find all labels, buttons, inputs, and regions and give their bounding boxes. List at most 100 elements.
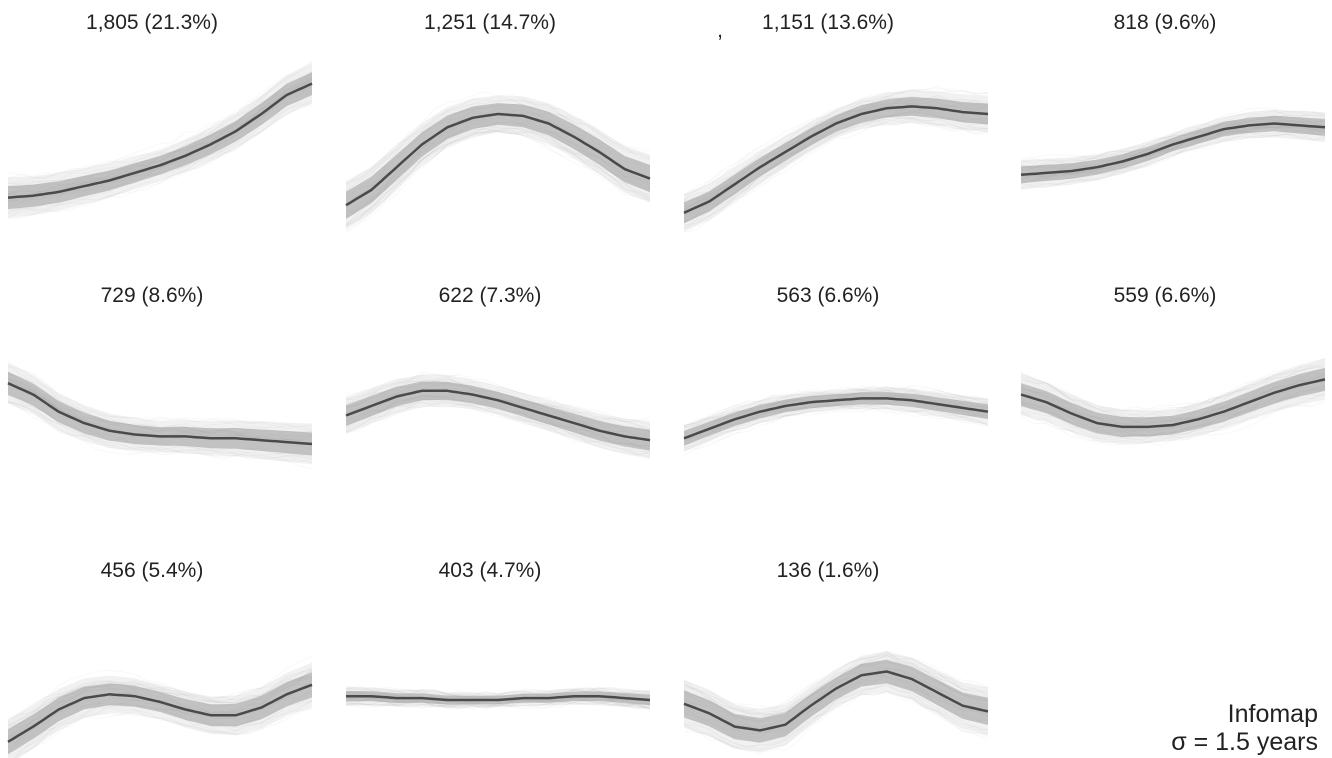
- member-trajectory: [13, 699, 313, 758]
- member-trajectory: [7, 61, 313, 180]
- member-trajectory: [345, 121, 651, 227]
- member-trajectory: [683, 386, 989, 426]
- member-trajectory: [345, 378, 651, 431]
- member-trajectory: [7, 91, 313, 213]
- member-trajectory: [1020, 132, 1326, 187]
- member-trajectory: [7, 669, 313, 725]
- member-trajectory: [1020, 384, 1326, 432]
- member-trajectory: [683, 116, 989, 226]
- member-trajectory: [1020, 393, 1326, 439]
- member-trajectory: [683, 402, 989, 446]
- member-trajectory: [345, 125, 651, 226]
- member-trajectory: [683, 101, 989, 210]
- cluster-panel: 563 (6.6%): [683, 284, 989, 456]
- member-trajectory: [7, 674, 313, 723]
- member-trajectory: [7, 690, 313, 753]
- member-trajectory: [1020, 358, 1326, 413]
- member-trajectory: [1020, 357, 1326, 412]
- member-trajectory: [345, 687, 651, 697]
- member-trajectory: [7, 700, 313, 753]
- member-trajectory: [7, 71, 313, 185]
- mean-trajectory-line: [683, 670, 989, 732]
- member-trajectory: [683, 388, 989, 429]
- cluster-panel: 1,251 (14.7%): [345, 11, 651, 234]
- member-trajectory: [683, 690, 989, 750]
- member-trajectory: [7, 668, 313, 730]
- member-trajectory: [683, 405, 989, 456]
- member-trajectory: [683, 384, 989, 427]
- member-trajectory: [7, 400, 313, 459]
- member-trajectory: [683, 675, 989, 733]
- member-trajectory: [345, 397, 651, 448]
- member-trajectory: [7, 73, 313, 189]
- mean-trajectory-line: [7, 683, 313, 743]
- member-trajectory: [7, 401, 313, 464]
- member-trajectory: [345, 127, 651, 231]
- member-trajectory: [683, 661, 989, 719]
- member-trajectory: [683, 122, 989, 233]
- member-trajectory: [345, 685, 651, 698]
- member-trajectory: [1020, 399, 1326, 444]
- member-trajectory: [683, 95, 989, 211]
- member-trajectory: [345, 121, 651, 214]
- member-trajectory: [683, 667, 989, 728]
- member-trajectory: [345, 686, 651, 696]
- member-trajectory: [683, 386, 989, 426]
- member-trajectory: [1020, 116, 1326, 169]
- member-trajectory: [1020, 111, 1326, 169]
- member-trajectory: [683, 110, 989, 222]
- member-trajectory: [345, 100, 651, 186]
- panel-title: 456 (5.4%): [101, 559, 204, 582]
- member-trajectory: [683, 98, 989, 208]
- member-trajectory: [1020, 364, 1326, 419]
- member-trajectory: [345, 399, 650, 452]
- member-trajectory: [683, 666, 989, 730]
- member-trajectory: [683, 86, 989, 196]
- member-trajectory: [1020, 124, 1326, 181]
- member-trajectory: [683, 654, 989, 716]
- member-trajectory: [683, 112, 989, 224]
- cluster-panel: 136 (1.6%): [683, 559, 989, 755]
- member-trajectory: [1020, 368, 1326, 423]
- member-trajectory: [345, 377, 651, 428]
- member-trajectory: [1020, 388, 1326, 438]
- member-trajectory: [345, 121, 651, 218]
- member-trajectory: [1020, 357, 1326, 411]
- cluster-panel: 403 (4.7%): [345, 559, 651, 711]
- member-trajectory: [345, 127, 651, 226]
- member-trajectory: [345, 381, 651, 433]
- panel-title: 622 (7.3%): [439, 284, 542, 307]
- member-trajectory: [7, 379, 313, 446]
- member-trajectory: [683, 405, 989, 449]
- member-trajectory: [7, 365, 313, 432]
- member-trajectory: [1020, 394, 1326, 443]
- member-trajectory: [7, 679, 313, 748]
- member-trajectory: [7, 377, 313, 443]
- member-trajectory: [7, 376, 313, 440]
- member-trajectory: [345, 382, 651, 438]
- member-trajectory: [683, 408, 989, 450]
- member-trajectory: [7, 371, 313, 437]
- member-trajectory: [7, 668, 313, 727]
- member-trajectory: [683, 685, 989, 748]
- member-trajectory: [7, 676, 313, 726]
- cluster-panel: 456 (5.4%): [7, 559, 313, 758]
- member-trajectory: [7, 394, 313, 457]
- member-trajectory: [345, 698, 651, 707]
- member-trajectory: [683, 683, 989, 749]
- member-trajectory: [7, 401, 313, 460]
- cluster-panel: 1,151 (13.6%): [683, 11, 989, 233]
- member-trajectory: [345, 696, 651, 707]
- member-trajectory: [7, 77, 313, 197]
- core-spread-band: [346, 381, 650, 451]
- member-trajectory: [345, 692, 651, 704]
- member-trajectory: [683, 652, 989, 712]
- cluster-panel: 1,805 (21.3%): [7, 11, 313, 219]
- member-trajectory: [683, 95, 989, 202]
- member-trajectory: [1020, 120, 1326, 175]
- member-trajectory: [683, 389, 989, 429]
- member-trajectory: [345, 387, 651, 437]
- member-trajectory: [683, 691, 989, 752]
- panel-title: 563 (6.6%): [777, 284, 880, 307]
- core-spread-band: [8, 371, 312, 456]
